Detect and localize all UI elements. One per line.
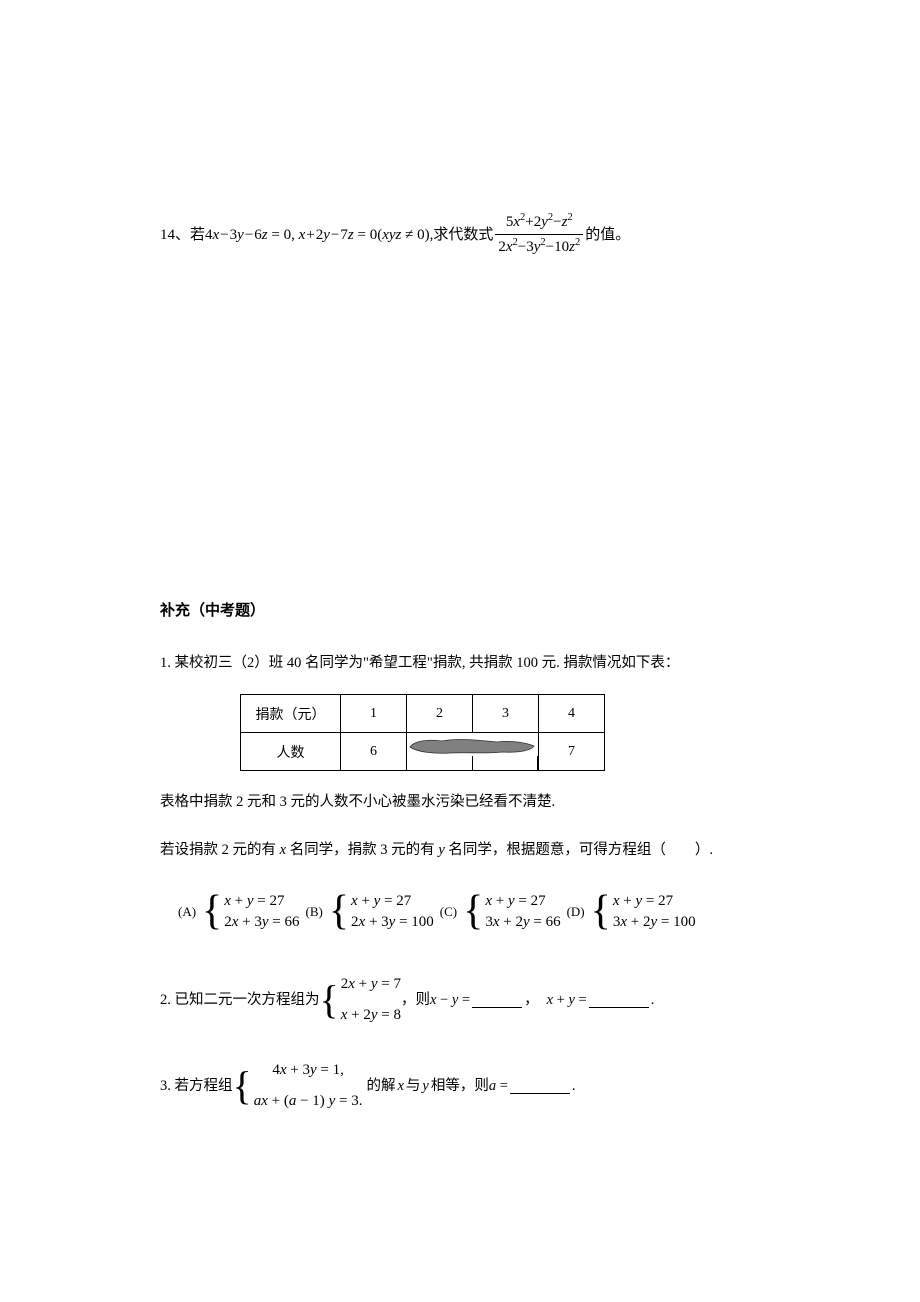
amount-cell: 1 (341, 695, 407, 733)
var-x: x (397, 1073, 403, 1099)
q2-system: { 2x + y = 7 x + 2y = 8 (320, 971, 401, 1029)
count-cell: 6 (341, 733, 407, 771)
option-b-system: { x + y = 27 2x + 3y = 100 (329, 893, 434, 931)
option-a-system: { x + y = 27 2x + 3y = 66 (202, 893, 299, 931)
blank-input[interactable] (589, 993, 649, 1008)
row-label-count: 人数 (241, 733, 341, 771)
frac-numerator: 5x2+2y2−z2 (503, 210, 576, 234)
ink-smudge-icon (402, 735, 542, 757)
brace-icon: { (202, 895, 222, 929)
q14-fraction: 5x2+2y2−z2 2x2−3y2−10z2 (495, 210, 583, 259)
var-x: x (280, 842, 286, 858)
amount-cell: 2 (407, 695, 473, 733)
table-row: 捐款（元） 1 2 3 4 (241, 695, 605, 733)
q14-tail: 的值。 (585, 223, 630, 247)
q14-line: 14、若 4x−3y−6z = 0, x+2y−7z = 0 (xyz ≠ 0)… (160, 210, 770, 259)
eq: x + y = 27 (351, 893, 434, 910)
smudged-cells (407, 733, 539, 771)
option-b-label: (B) (306, 904, 323, 920)
eq: 2x + 3y = 66 (224, 914, 299, 931)
option-d-label: (D) (567, 904, 585, 920)
q2-expr2: x + y = (547, 987, 587, 1013)
options-row: (A) { x + y = 27 2x + 3y = 66 (B) { x + … (160, 893, 770, 931)
question-2: 2. 已知二元一次方程组为 { 2x + y = 7 x + 2y = 8 ，则… (160, 971, 770, 1029)
q3-label: 3. 若方程组 (160, 1073, 233, 1099)
var-y: y (422, 1073, 428, 1099)
amount-cell: 4 (539, 695, 605, 733)
eq: 4x + 3y = 1, (254, 1057, 363, 1084)
comma: ， (524, 987, 539, 1013)
question-3: 3. 若方程组 { 4x + 3y = 1, ax + (a − 1) y = … (160, 1057, 770, 1115)
q2-mid: ，则 (401, 987, 430, 1013)
q14-mid: 求代数式 (433, 223, 493, 247)
brace-icon: { (329, 895, 349, 929)
period: . (572, 1073, 576, 1099)
eq: 3x + 2y = 66 (485, 914, 560, 931)
eq: 2x + 3y = 100 (351, 914, 434, 931)
eq: 3x + 2y = 100 (613, 914, 696, 931)
eq: x + 2y = 8 (341, 1002, 401, 1029)
q3-mid-post: 相等，则 (431, 1073, 489, 1099)
q1-setup: 若设捐款 2 元的有 x 名同学，捐款 3 元的有 y 名同学，根据题意，可得方… (160, 837, 770, 863)
period: . (651, 987, 655, 1013)
brace-icon: { (463, 895, 483, 929)
section-header: 补充（中考题） (160, 599, 770, 620)
q1-followup: 表格中捐款 2 元和 3 元的人数不小心被墨水污染已经看不清楚. (160, 789, 770, 815)
q2-expr1: x − y = (430, 987, 470, 1013)
var-y: y (438, 842, 444, 858)
q1-stem: 1. 某校初三（2）班 40 名同学为"希望工程"捐款, 共捐款 100 元. … (160, 650, 770, 676)
blank-input[interactable] (472, 993, 522, 1008)
blank-input[interactable] (510, 1079, 570, 1094)
frac-denominator: 2x2−3y2−10z2 (495, 235, 583, 259)
q14-paren: (xyz ≠ 0), (377, 223, 433, 247)
option-c-label: (C) (440, 904, 457, 920)
question-14: 14、若 4x−3y−6z = 0, x+2y−7z = 0 (xyz ≠ 0)… (160, 210, 770, 259)
q14-eq1: 4x−3y−6z = 0, x+2y−7z = 0 (205, 223, 377, 247)
brace-icon: { (233, 1069, 252, 1103)
q14-label: 14、若 (160, 223, 205, 247)
q2-label: 2. 已知二元一次方程组为 (160, 987, 320, 1013)
row-label-amount: 捐款（元） (241, 695, 341, 733)
eq: ax + (a − 1) y = 3. (254, 1088, 363, 1115)
brace-icon: { (320, 983, 339, 1017)
option-c-system: { x + y = 27 3x + 2y = 66 (463, 893, 560, 931)
eq: x + y = 27 (224, 893, 299, 910)
content-area: 14、若 4x−3y−6z = 0, x+2y−7z = 0 (xyz ≠ 0)… (160, 210, 770, 1143)
q3-expr: a = (489, 1073, 508, 1099)
option-d-system: { x + y = 27 3x + 2y = 100 (591, 893, 696, 931)
q1-setup-mid2: 名同学，根据题意，可得方程组（ ）. (448, 842, 713, 858)
donation-table: 捐款（元） 1 2 3 4 人数 6 7 (240, 694, 605, 771)
q1-setup-mid1: 名同学，捐款 3 元的有 (290, 842, 435, 858)
q3-mid-mid: 与 (406, 1073, 421, 1099)
table-row: 人数 6 7 (241, 733, 605, 771)
amount-cell: 3 (473, 695, 539, 733)
option-a-label: (A) (178, 904, 196, 920)
eq: 2x + y = 7 (341, 971, 401, 998)
brace-icon: { (591, 895, 611, 929)
q3-system: { 4x + 3y = 1, ax + (a − 1) y = 3. (233, 1057, 363, 1115)
q1-setup-pre: 若设捐款 2 元的有 (160, 842, 276, 858)
q3-mid-pre: 的解 (366, 1073, 395, 1099)
eq: x + y = 27 (485, 893, 560, 910)
eq: x + y = 27 (613, 893, 696, 910)
count-cell: 7 (539, 733, 605, 771)
